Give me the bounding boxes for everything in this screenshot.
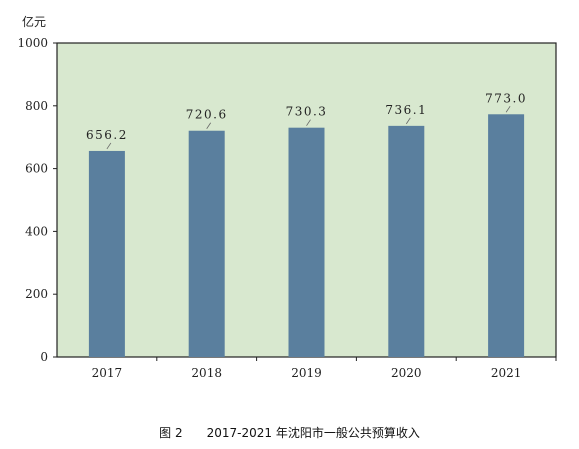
- bar-2017: [88, 150, 125, 357]
- data-label-leader: [206, 122, 212, 129]
- x-tick-label: 2018: [191, 366, 222, 380]
- figure-number: 图 2: [159, 426, 183, 440]
- bar-2019: [288, 127, 325, 358]
- x-tick-label: 2020: [391, 366, 422, 380]
- y-tick-label: 1000: [17, 36, 48, 50]
- x-tick-label: 2019: [291, 366, 322, 380]
- data-label-leader: [306, 119, 311, 126]
- x-tick-label: 2017: [92, 366, 123, 380]
- y-tick-label: 200: [25, 287, 48, 301]
- y-axis-label: 亿元: [22, 14, 46, 29]
- bar-2020: [388, 125, 425, 358]
- y-tick-label: 0: [40, 350, 48, 364]
- data-label-2020: 736.1: [385, 103, 427, 117]
- data-label-2019: 730.3: [286, 105, 328, 119]
- bar-2021: [488, 114, 525, 357]
- figure-caption: 图 2 2017-2021 年沈阳市一般公共预算收入: [0, 424, 579, 441]
- x-tick-label: 2021: [491, 366, 522, 380]
- data-label-2017: 656.2: [86, 128, 128, 142]
- bar-chart: 亿元 0 200 400 600 800 1000 656.2 720.6 730.3 736.…: [17, 14, 557, 380]
- bar-2018: [188, 130, 225, 357]
- data-label-leader: [505, 106, 511, 113]
- data-label-leader: [106, 142, 112, 150]
- data-label-2018: 720.6: [186, 108, 228, 122]
- data-label-leader: [405, 117, 411, 125]
- figure-title: 2017-2021 年沈阳市一般公共预算收入: [206, 426, 420, 440]
- y-tick-label: 400: [25, 224, 48, 238]
- y-tick-label: 800: [25, 99, 48, 113]
- y-tick-label: 600: [25, 162, 48, 176]
- data-label-2021: 773.0: [485, 91, 527, 105]
